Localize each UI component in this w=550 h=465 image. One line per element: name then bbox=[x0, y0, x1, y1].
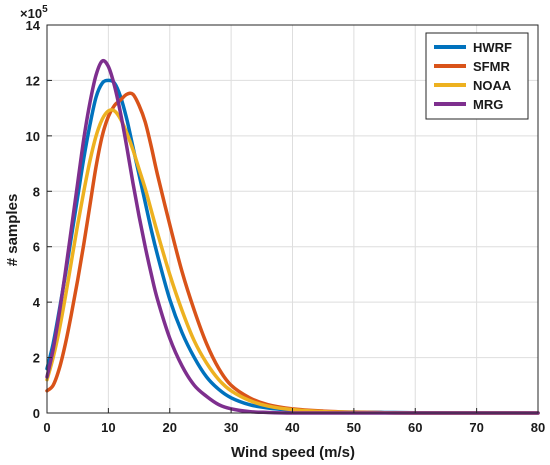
legend-label-hwrf: HWRF bbox=[473, 40, 512, 55]
x-tick-label: 40 bbox=[285, 420, 299, 435]
y-tick-label: 0 bbox=[33, 406, 40, 421]
y-tick-label: 2 bbox=[33, 351, 40, 366]
y-axis-title: # samples bbox=[4, 194, 21, 267]
legend-label-noaa: NOAA bbox=[473, 78, 512, 93]
y-tick-label: 10 bbox=[26, 129, 40, 144]
tick-layer: 0 10 20 30 40 50 60 70 80 0 2 4 6 8 10 12 14 bbox=[26, 18, 546, 435]
y-tick-label: 4 bbox=[33, 295, 41, 310]
y-tick-label: 12 bbox=[26, 73, 40, 88]
y-tick-label: 14 bbox=[26, 18, 41, 33]
x-tick-label: 50 bbox=[347, 420, 361, 435]
y-tick-label: 6 bbox=[33, 240, 40, 255]
x-tick-label: 60 bbox=[408, 420, 422, 435]
x-axis-title: Wind speed (m/s) bbox=[231, 444, 355, 461]
x-tick-label: 30 bbox=[224, 420, 238, 435]
y-multiplier-exponent: 5 bbox=[42, 4, 48, 15]
y-tick-label: 8 bbox=[33, 184, 40, 199]
legend-label-sfmr: SFMR bbox=[473, 59, 510, 74]
legend-label-mrg: MRG bbox=[473, 97, 503, 112]
series-line-noaa bbox=[45, 108, 540, 415]
legend: HWRF SFMR NOAA MRG bbox=[425, 32, 529, 120]
x-tick-label: 70 bbox=[469, 420, 483, 435]
x-tick-label: 20 bbox=[163, 420, 177, 435]
y-axis-multiplier: ×105 bbox=[20, 4, 48, 21]
x-tick-label: 0 bbox=[43, 420, 50, 435]
x-tick-label: 10 bbox=[101, 420, 115, 435]
x-tick-label: 80 bbox=[531, 420, 545, 435]
y-multiplier-base: ×10 bbox=[20, 6, 42, 21]
